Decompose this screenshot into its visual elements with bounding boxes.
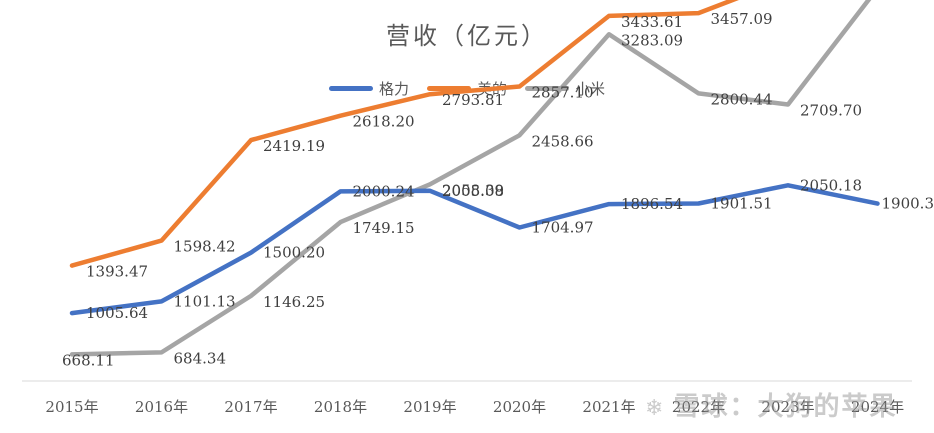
legend-item-xiaomi: 小米	[525, 78, 605, 99]
data-label-xiaomi: 684.34	[174, 349, 227, 367]
data-label-gree: 1005.64	[86, 304, 148, 322]
watermark: ❄ 雪球：大狗的苹果	[645, 386, 897, 423]
x-tick-label: 2023年	[761, 398, 814, 416]
data-label-xiaomi: 1749.15	[353, 219, 415, 237]
x-tick-label: 2017年	[224, 398, 277, 416]
legend-item-gree: 格力	[328, 78, 409, 99]
x-tick-label: 2019年	[403, 398, 456, 416]
legend-label-gree: 格力	[378, 80, 409, 98]
x-tick-label: 2018年	[314, 398, 367, 416]
snowball-logo-icon: ❄	[645, 396, 666, 421]
series-line-midea	[69, 0, 739, 268]
legend-swatch-midea	[426, 86, 471, 91]
data-label-xiaomi: 2709.70	[800, 102, 862, 120]
data-label-gree: 1896.54	[621, 195, 683, 213]
legend-swatch-xiaomi	[525, 86, 569, 91]
series-line-xiaomi	[69, 0, 872, 357]
data-label-midea: 1598.42	[174, 238, 236, 256]
data-label-midea: 3433.61	[621, 13, 683, 31]
data-label-midea: 2793.81	[442, 91, 504, 109]
data-label-gree: 1900.38	[882, 195, 934, 213]
data-label-gree: 2005.08	[442, 182, 504, 200]
legend-swatch-gree	[328, 86, 373, 91]
x-tick-label: 2016年	[135, 398, 188, 416]
data-label-gree: 1101.13	[174, 292, 236, 310]
data-label-xiaomi: 1146.25	[263, 293, 325, 311]
data-label-xiaomi: 3283.09	[621, 31, 683, 49]
watermark-text: 雪球：大狗的苹果	[673, 392, 898, 422]
x-tick-label: 2021年	[582, 398, 635, 416]
data-label-gree: 1500.20	[263, 244, 325, 262]
x-tick-label: 2015年	[45, 398, 98, 416]
data-label-xiaomi: 2800.44	[711, 90, 773, 108]
data-label-gree: 2000.24	[353, 182, 415, 200]
data-label-midea: 3457.09	[711, 10, 773, 28]
x-tick-label: 2024年	[851, 398, 904, 416]
data-label-xiaomi: 2458.66	[532, 132, 594, 150]
data-label-gree: 1901.51	[711, 195, 773, 213]
data-label-midea: 1393.47	[86, 263, 148, 281]
chart-title: 营收（亿元）	[386, 22, 548, 50]
data-label-xiaomi: 668.11	[62, 351, 115, 369]
data-label-midea: 2618.20	[353, 113, 415, 131]
data-label-midea: 2419.19	[263, 137, 325, 155]
x-tick-label: 2020年	[493, 398, 546, 416]
series-line-gree	[69, 183, 880, 316]
x-tick-label: 2022年	[672, 398, 725, 416]
data-label-midea: 2857.10	[532, 84, 594, 102]
data-label-gree: 2050.18	[800, 176, 862, 194]
legend-label-xiaomi: 小米	[575, 80, 606, 98]
data-label-xiaomi: 2058.39	[442, 181, 504, 199]
data-label-gree: 1704.97	[532, 219, 594, 237]
